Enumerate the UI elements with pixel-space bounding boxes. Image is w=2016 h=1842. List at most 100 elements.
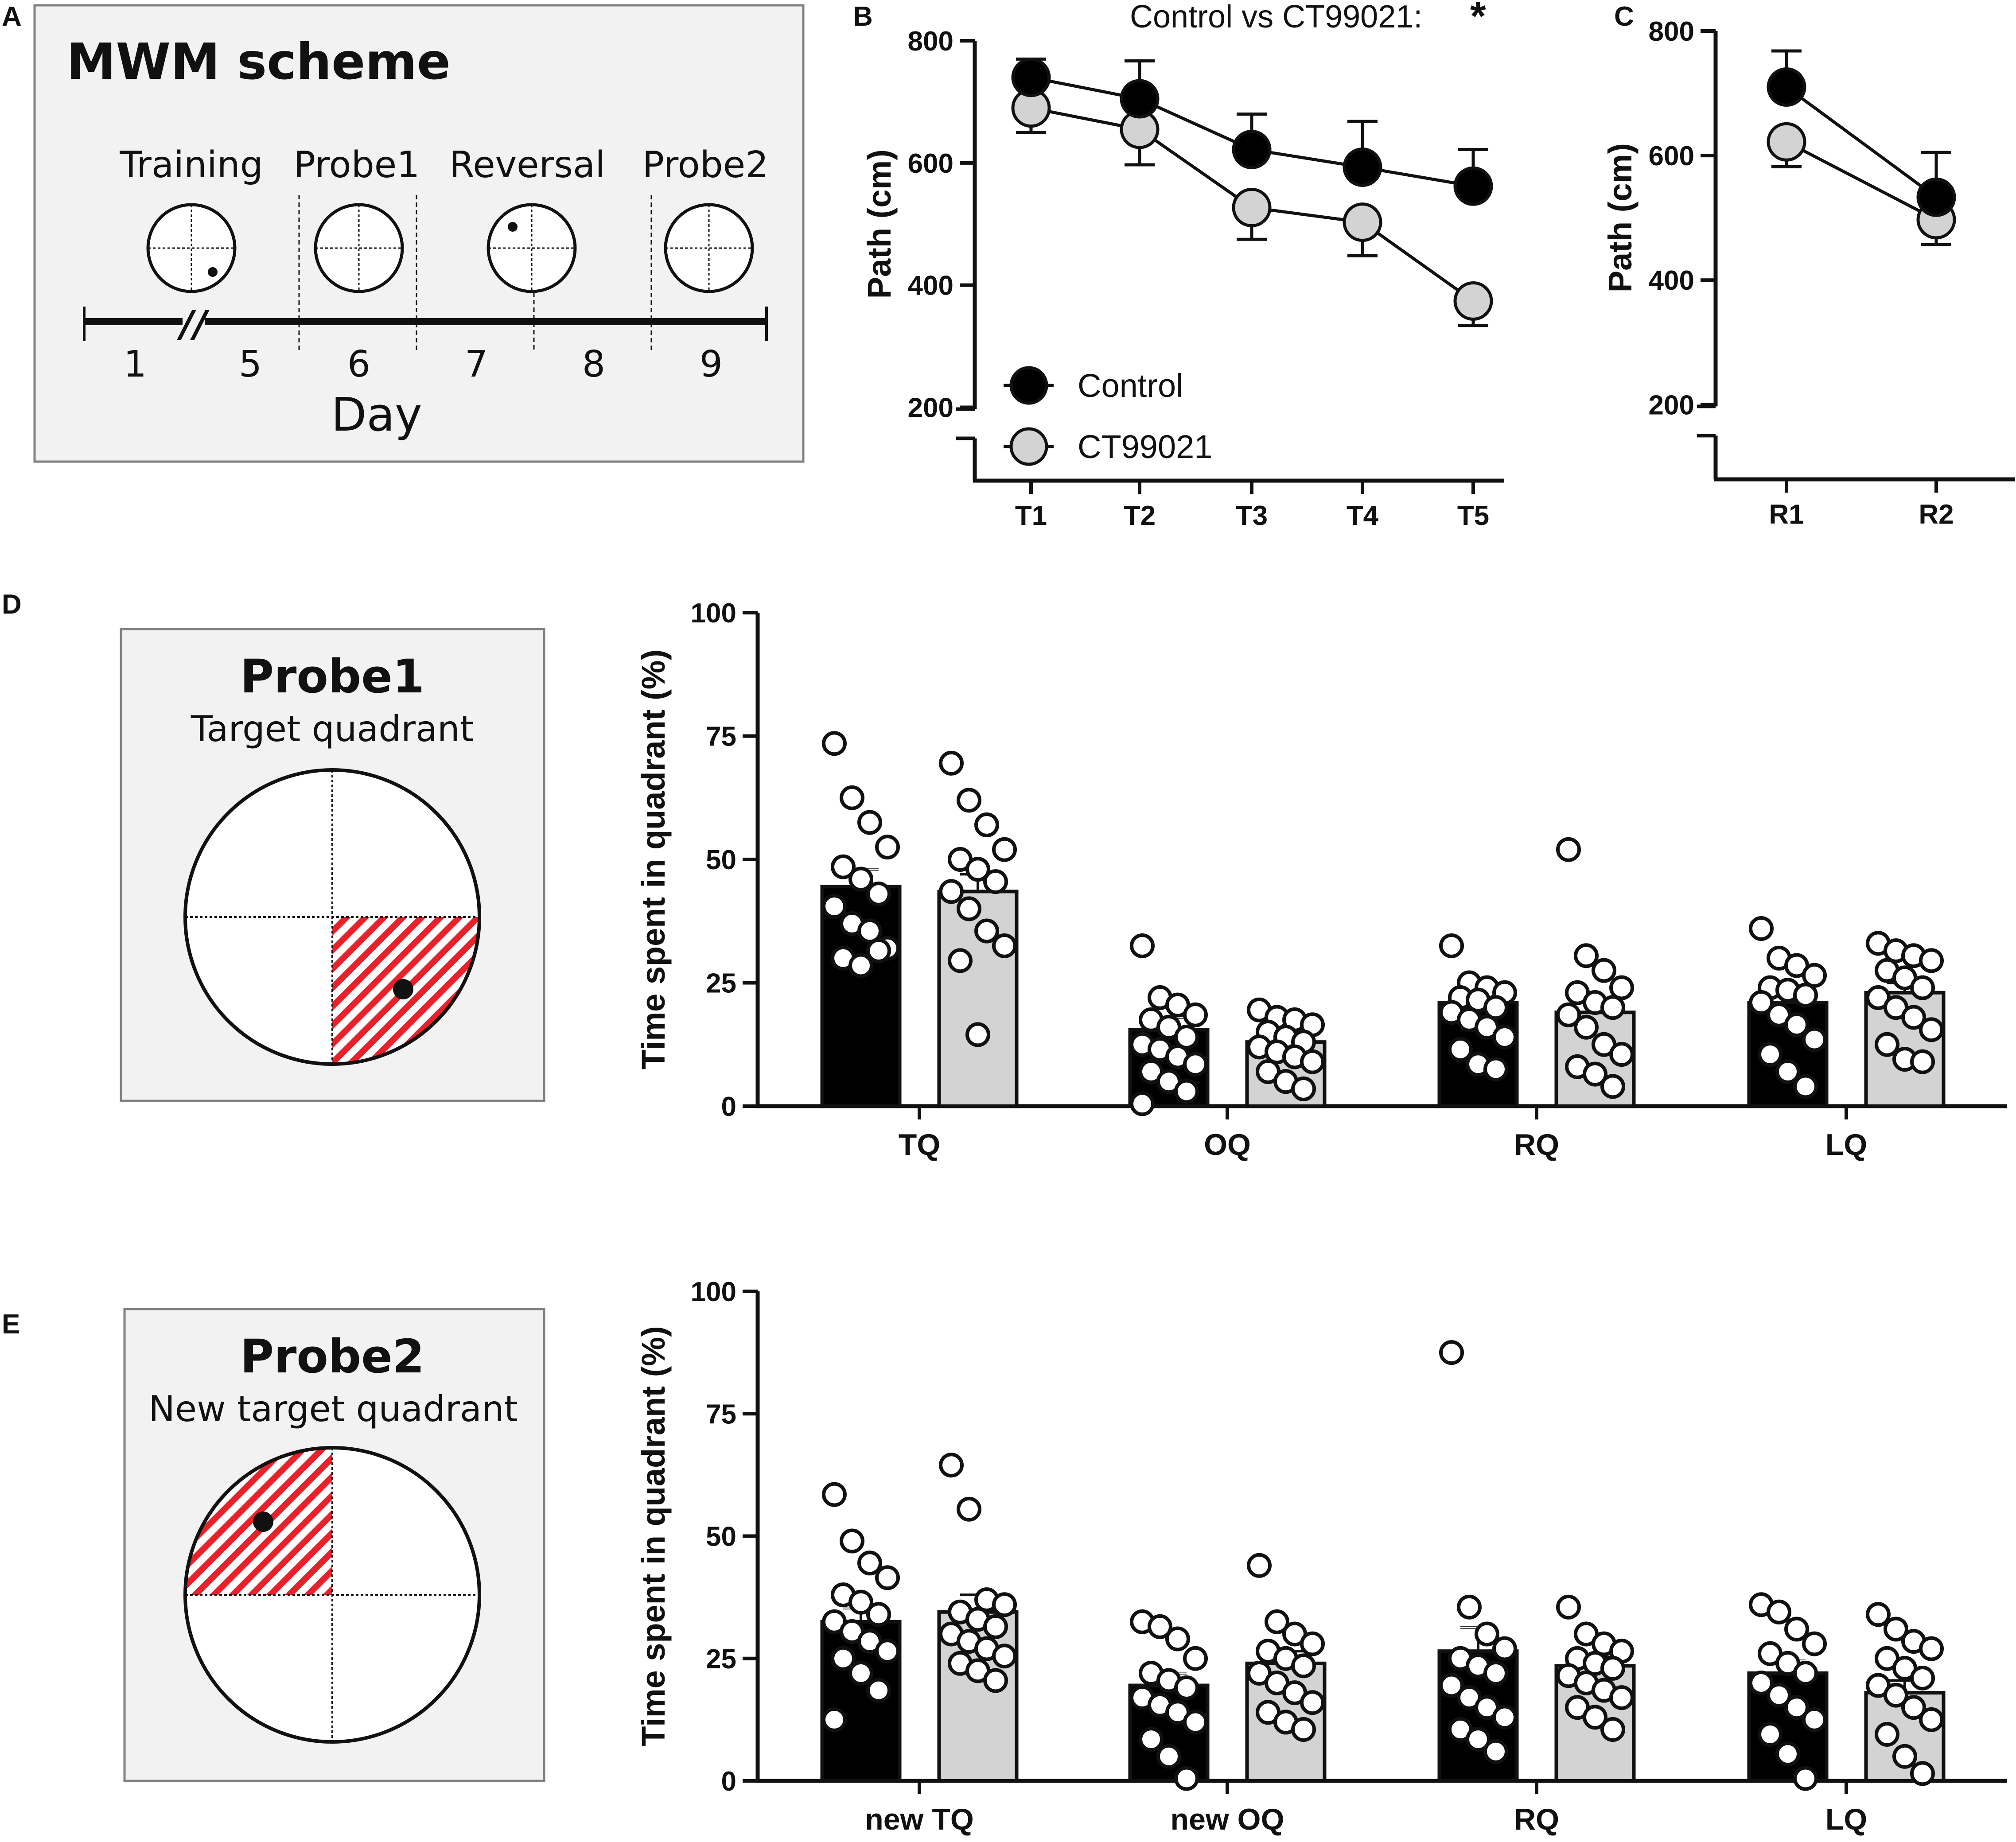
control-data-point [1183,1002,1208,1027]
control-data-point [848,1589,873,1615]
ct99021-data-point [939,1453,964,1478]
control-data-point [1793,1660,1818,1686]
ct99021-data-point [1910,1761,1935,1786]
control-data-point [1483,1057,1508,1082]
y-tick-label: 400 [1649,265,1694,296]
ct99021-data-point [1247,1553,1272,1578]
control-data-point [831,1646,856,1671]
control-data-point [875,835,900,860]
day-label: 7 [465,343,488,385]
pool-icon-probe1 [314,203,404,293]
ct99021-data-point [1300,1049,1325,1074]
ct99021-data-point [992,1644,1017,1669]
control-data-point [857,810,882,835]
ct99021-data-point [1583,1061,1607,1087]
control-data-point [1775,1741,1800,1767]
panel-letter-d: D [2,589,22,620]
control-data-point [1793,983,1818,1008]
control-data-point [1475,1621,1499,1647]
ct99021-data-point [1556,1002,1581,1027]
ct99021-mean-point [1453,281,1493,321]
ct99021-data-point [1574,1014,1599,1040]
pool-outline [183,768,481,1066]
legend-label: Control [1078,367,1183,404]
ct99021-data-point [1919,1636,1944,1661]
control-data-point [875,1565,900,1590]
control-data-point [1183,1052,1208,1077]
control-data-point [822,731,847,756]
ct99021-data-point [983,869,1008,894]
comparison-label: Control vs CT99021: [1130,0,1422,35]
x-tick-label: T4 [1347,501,1379,531]
x-tick-label: OQ [1204,1128,1251,1162]
legend-marker [1009,427,1048,466]
platform-dot [508,222,518,232]
control-data-point [1483,995,1508,1020]
control-data-point [1802,1027,1827,1052]
ct99021-data-point [939,879,964,904]
control-data-point [1749,1671,1774,1695]
x-tick-label: T2 [1124,501,1156,531]
control-data-point [866,938,891,964]
control-data-point [1130,933,1155,958]
control-data-point [848,953,873,978]
ct99021-data-point [1300,1690,1325,1715]
ct99021-data-point [965,857,990,882]
y-axis-title: Path (cm) [1602,143,1638,292]
control-data-point [857,918,882,944]
platform-dot [208,267,218,277]
ct99021-data-point [1600,1074,1625,1099]
control-data-point [1802,1707,1827,1732]
legend-label: CT99021 [1078,428,1212,465]
day-label: 8 [582,343,605,385]
y-tick-label: 50 [706,845,736,875]
ct99021-mean-point [1767,122,1806,162]
control-data-point [1793,1766,1818,1791]
control-data-point [1448,1037,1473,1062]
control-data-point [1758,1042,1782,1067]
probe1-quadrant-panel: Probe1 Target quadrant [120,628,545,1102]
ct99021-data-point [1919,1707,1944,1732]
control-data-point [1767,1683,1791,1708]
x-tick-label: new TQ [865,1803,974,1836]
control-data-point [1775,1059,1800,1084]
ct99021-data-point [1892,1744,1917,1769]
ct99021-data-point [957,788,981,813]
ct99021-data-point [1583,1705,1607,1730]
y-tick-label: 800 [908,26,954,57]
ct99021-data-point [1875,1722,1899,1747]
pool-icon-training [146,203,237,293]
ct99021-data-point [1600,1717,1625,1742]
x-tick-label: T1 [1015,501,1047,531]
ct99021-data-point [1600,1655,1625,1681]
control-data-point [1139,1727,1164,1752]
control-data-point [1130,1091,1155,1116]
path-length-reversal-chart: Path (cm) 200 400 600 800 R1 R2 [1602,16,2015,530]
phase-label-reversal: Reversal [449,144,605,186]
ct99021-data-point [992,837,1017,862]
ct99021-data-point [992,933,1017,958]
control-data-point [866,1602,891,1627]
x-tick-label: R1 [1769,499,1804,530]
scheme-title: MWM scheme [66,33,451,91]
control-data-point [1793,1074,1818,1099]
ct99021-series-line [1786,140,1937,221]
control-mean-point [1232,129,1272,169]
probe1-title: Probe1 [240,649,424,703]
control-data-point [1492,1636,1517,1661]
platform-dot [253,1512,273,1532]
y-tick-label: 0 [721,1766,736,1797]
y-tick-label: 100 [691,1277,736,1307]
ct99021-data-point [1875,1032,1899,1057]
ct99021-data-point [1291,1076,1316,1102]
control-data-point [1174,1766,1199,1791]
control-data-point [1183,1646,1208,1671]
control-data-point [1183,1710,1208,1735]
y-tick-label: 800 [1649,16,1694,47]
day-label: 5 [239,343,262,385]
x-tick-label: RQ [1514,1803,1559,1836]
control-data-point [866,881,891,906]
axis-break-mark: // [177,303,210,346]
probe1-subtitle: Target quadrant [191,708,474,750]
